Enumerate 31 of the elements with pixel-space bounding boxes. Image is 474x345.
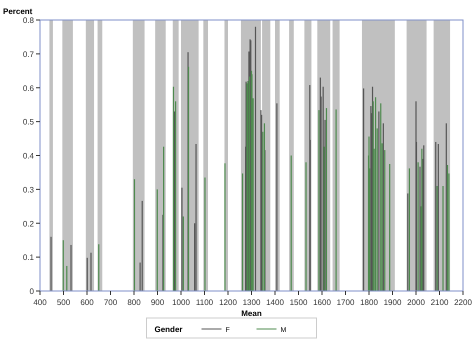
y-tick-label: 0.1 <box>22 253 35 262</box>
x-tick-label: 700 <box>104 298 118 307</box>
x-tick-label: 1100 <box>196 298 214 307</box>
y-tick-label: 0.4 <box>22 152 35 160</box>
x-tick-label: 2200 <box>454 298 472 307</box>
x-tick-label: 1000 <box>172 298 190 307</box>
x-tick-label: 1400 <box>266 298 284 307</box>
y-tick-label: 0.8 <box>22 16 35 25</box>
y-tick-label: 0 <box>30 287 35 296</box>
x-tick-label: 600 <box>80 298 94 307</box>
x-tick-label: 2100 <box>430 298 449 307</box>
x-tick-label: 900 <box>150 298 165 307</box>
x-tick-label: 1900 <box>384 298 402 307</box>
legend-title: Gender <box>154 325 183 334</box>
x-tick-label: 400 <box>33 298 48 307</box>
x-tick-label: 2000 <box>407 298 426 307</box>
x-tick-label: 1500 <box>290 298 308 307</box>
y-tick-label: 0.5 <box>22 118 35 127</box>
x-tick-label: 1600 <box>313 298 332 307</box>
x-tick-label: 1700 <box>336 298 355 307</box>
x-tick-label: 1800 <box>360 298 378 307</box>
x-tick-label: 800 <box>127 298 142 307</box>
y-axis-title: Percent <box>3 7 33 16</box>
x-tick-label: 500 <box>56 298 71 307</box>
x-axis-title: Mean <box>241 309 262 318</box>
x-tick-label: 1300 <box>242 298 261 307</box>
y-tick-label: 0.7 <box>22 50 35 59</box>
y-tick-label: 0.2 <box>22 219 35 228</box>
x-tick-label: 1200 <box>219 298 238 307</box>
y-tick-label: 0.3 <box>22 185 35 194</box>
y-tick-label: 0.6 <box>22 84 35 93</box>
